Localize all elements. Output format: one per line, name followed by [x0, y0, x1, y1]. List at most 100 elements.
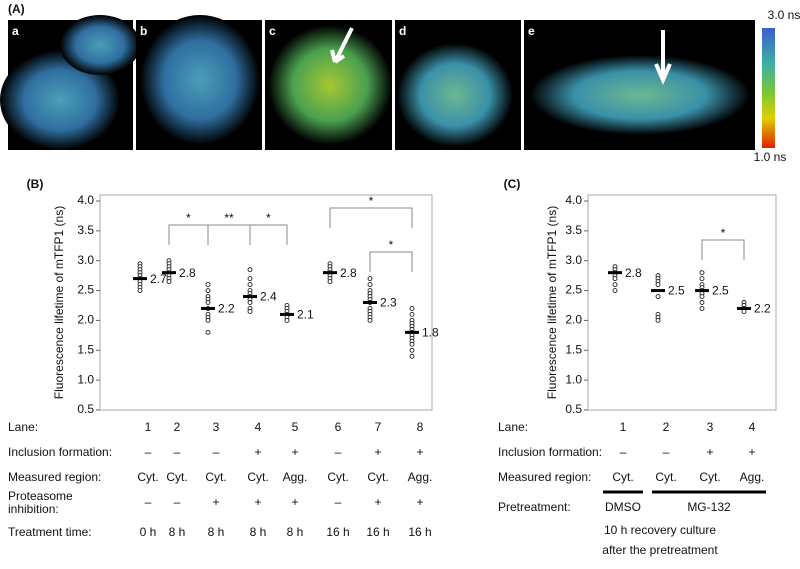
colorbar-bottom: 1.0 ns: [754, 150, 787, 164]
y-tick-label: 3.5: [565, 223, 582, 237]
data-point: [699, 300, 705, 305]
condition-cell: –: [335, 495, 342, 509]
data-point: [247, 276, 253, 282]
significance-bracket: [369, 251, 413, 272]
significance-bracket: [701, 239, 745, 260]
data-point: [205, 288, 211, 294]
condition-cell: –: [663, 445, 670, 459]
note: 10 h recovery culture: [604, 523, 716, 537]
image-label: d: [399, 24, 406, 38]
cell: [140, 15, 260, 145]
lane-number: 3: [707, 420, 714, 434]
data-point: [699, 294, 705, 299]
data-point: [699, 306, 705, 311]
mean-label: 2.8: [179, 266, 196, 280]
mean-label: 2.1: [297, 308, 314, 322]
y-tick-label: 4.0: [565, 193, 582, 207]
condition-cell: +: [291, 445, 298, 459]
y-tick-label: 4.0: [77, 193, 94, 207]
plot-frame: [587, 194, 777, 411]
condition-cell: Cyt.: [247, 470, 268, 484]
image-label: e: [528, 24, 535, 38]
condition-cell: Cyt.: [327, 470, 348, 484]
mean-label: 2.8: [625, 266, 642, 280]
arrow: [654, 30, 672, 85]
y-tick-label: 1.5: [565, 342, 582, 356]
significance-bracket: [249, 224, 288, 245]
condition-cell: +: [212, 495, 219, 509]
condition-cell: Cyt.: [205, 470, 226, 484]
significance-label: **: [224, 211, 234, 225]
significance-label: *: [389, 238, 394, 252]
y-tick-label: 1.5: [77, 342, 94, 356]
mean-label: 2.2: [754, 302, 771, 316]
data-point: [205, 329, 211, 335]
condition-cell: 8 h: [169, 525, 186, 539]
row-label: Proteasome inhibition:: [8, 489, 73, 516]
y-tick-label: 2.5: [77, 283, 94, 297]
y-tick-label: 3.0: [77, 253, 94, 267]
data-point: [205, 300, 211, 305]
image-label: b: [140, 24, 147, 38]
mean-label: 2.7: [150, 272, 167, 286]
significance-bracket: [329, 207, 413, 228]
colorbar: [762, 28, 775, 148]
colorbar-top: 3.0 ns: [768, 8, 800, 22]
y-tick-label: 2.0: [565, 313, 582, 327]
y-tick-label: 1.0: [77, 372, 94, 386]
row-label: Measured region:: [8, 470, 101, 484]
significance-label: *: [369, 194, 374, 208]
y-tick-label: 0.5: [77, 402, 94, 416]
row-label: Measured region:: [498, 470, 591, 484]
data-point: [612, 288, 618, 294]
condition-cell: Agg.: [740, 470, 765, 484]
data-point: [137, 288, 143, 294]
y-axis-label: Fluorescence lifetime of mTFP1 (ns): [52, 206, 66, 399]
mean-label: 2.4: [260, 290, 277, 304]
data-point: [367, 282, 373, 288]
group-label: DMSO: [605, 500, 641, 514]
data-point: [409, 347, 415, 353]
lane-number: 2: [663, 420, 670, 434]
condition-cell: +: [416, 495, 423, 509]
row-label: Inclusion formation:: [8, 445, 112, 459]
cell: [268, 25, 392, 145]
mean-label: 2.8: [340, 266, 357, 280]
lane-number: 2: [174, 420, 181, 434]
row-label: Lane:: [8, 420, 38, 434]
cell: [60, 15, 140, 75]
condition-cell: 16 h: [326, 525, 349, 539]
lane-number: 6: [335, 420, 342, 434]
condition-cell: 8 h: [208, 525, 225, 539]
group-label: MG-132: [687, 500, 731, 514]
y-tick-label: 3.0: [565, 253, 582, 267]
lane-number: 7: [375, 420, 382, 434]
note: after the pretreatment: [602, 543, 718, 557]
lane-number: 1: [620, 420, 627, 434]
image-label: a: [12, 24, 19, 38]
data-point: [205, 282, 211, 288]
condition-cell: 0 h: [140, 525, 157, 539]
data-point: [655, 294, 661, 299]
row-label: Treatment time:: [8, 525, 92, 539]
data-point: [699, 276, 705, 282]
data-point: [612, 276, 618, 282]
condition-cell: 16 h: [366, 525, 389, 539]
mean-label: 2.2: [218, 302, 235, 316]
condition-cell: Agg.: [283, 470, 308, 484]
condition-cell: Agg.: [408, 470, 433, 484]
condition-cell: Cyt.: [367, 470, 388, 484]
cell: [397, 43, 513, 147]
significance-bracket: [168, 224, 209, 245]
data-point: [367, 276, 373, 282]
condition-cell: –: [620, 445, 627, 459]
condition-cell: –: [145, 445, 152, 459]
condition-cell: Cyt.: [699, 470, 720, 484]
arrow: [330, 27, 354, 64]
data-point: [655, 317, 661, 323]
data-point: [166, 279, 172, 285]
panel-label: (C): [504, 177, 521, 191]
panel-label: (A): [8, 2, 25, 16]
data-point: [247, 282, 253, 288]
